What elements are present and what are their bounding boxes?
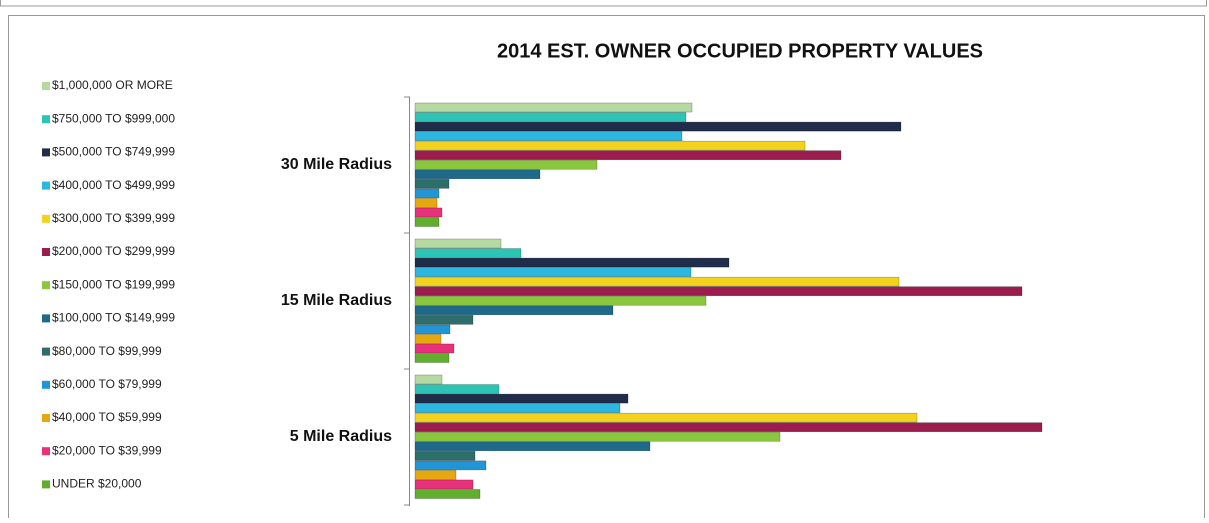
chart-title: 2014 EST. OWNER OCCUPIED PROPERTY VALUES [497, 40, 983, 62]
y-tick-label: 5 Mile Radius [290, 428, 392, 445]
legend-label: $300,000 TO $399,999 [52, 211, 175, 225]
bar [414, 248, 522, 258]
bar [414, 257, 730, 268]
legend-label: $80,000 TO $99,999 [52, 344, 162, 358]
bar [414, 140, 806, 151]
bar [414, 315, 474, 325]
bar [414, 343, 455, 354]
legend-swatch [42, 82, 50, 90]
bar [414, 217, 440, 227]
legend-label: UNDER $20,000 [52, 477, 142, 491]
bar [414, 238, 502, 249]
legend-label: $500,000 TO $749,999 [52, 145, 175, 159]
bar [414, 324, 451, 335]
legend-swatch [42, 281, 50, 290]
bar [414, 121, 902, 132]
legend-label: $100,000 TO $149,999 [52, 311, 175, 325]
bar [414, 179, 450, 189]
legend-label: $750,000 TO $999,000 [52, 111, 175, 125]
legend-swatch [42, 314, 50, 323]
legend-swatch [42, 181, 50, 190]
legend-label: $400,000 TO $499,999 [52, 178, 175, 192]
bar [414, 393, 629, 404]
bar [414, 470, 457, 480]
bar [414, 159, 598, 170]
top-frame [0, 0, 1207, 7]
legend-label: $1,000,000 OR MORE [52, 78, 173, 92]
bar [414, 384, 500, 394]
legend-swatch [42, 148, 50, 157]
bar [414, 102, 693, 113]
bar [414, 131, 683, 141]
bar [414, 334, 442, 344]
legend-swatch [42, 214, 50, 223]
legend-swatch [42, 115, 50, 124]
legend-label: $40,000 TO $59,999 [52, 410, 162, 424]
y-tick-label: 15 Mile Radius [281, 292, 392, 309]
legend-swatch [42, 347, 50, 356]
legend-swatch [42, 480, 50, 489]
bar [414, 188, 440, 199]
bar [414, 112, 687, 122]
legend-label: $150,000 TO $199,999 [52, 277, 175, 291]
legend-label: $60,000 TO $79,999 [52, 377, 162, 391]
bar [414, 460, 487, 471]
bar [414, 305, 614, 316]
bar [414, 267, 692, 277]
bar [414, 374, 443, 385]
bar [414, 169, 541, 180]
legend-swatch [42, 380, 50, 389]
bar [414, 403, 621, 413]
bar [414, 276, 900, 287]
bar [414, 451, 476, 461]
bar [414, 441, 651, 452]
legend-swatch [42, 414, 50, 422]
bar [414, 489, 481, 499]
bar [414, 295, 707, 306]
legend-label: $20,000 TO $39,999 [52, 443, 162, 457]
bar [414, 207, 443, 218]
bar [414, 198, 438, 208]
bar [414, 431, 781, 442]
legend-swatch [42, 447, 50, 456]
bar [414, 353, 450, 363]
bar [414, 412, 918, 423]
bar [414, 150, 842, 161]
legend-swatch [42, 248, 50, 256]
bar [414, 422, 1043, 433]
legend-label: $200,000 TO $299,999 [52, 244, 175, 258]
bar [414, 479, 474, 490]
bar [414, 286, 1023, 297]
y-tick-label: 30 Mile Radius [281, 156, 392, 173]
